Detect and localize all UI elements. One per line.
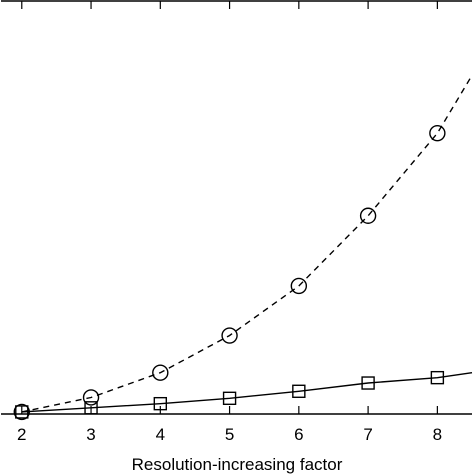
x-axis-label: Resolution-increasing factor <box>132 455 343 474</box>
x-axis-ticks <box>21 1 438 414</box>
series-1-point <box>152 364 169 381</box>
series-1-point <box>82 389 100 406</box>
series-2-point <box>430 370 445 385</box>
series-1-point <box>359 207 377 224</box>
series-2-point <box>361 376 375 390</box>
x-tick-label: 7 <box>363 425 372 444</box>
series-1-line <box>21 74 473 413</box>
x-tick-label: 3 <box>86 425 95 444</box>
x-tick-label: 8 <box>433 425 442 444</box>
series-2-point <box>292 384 306 398</box>
series-group <box>13 74 473 421</box>
x-tick-label: 4 <box>156 425 165 444</box>
plot-frame <box>1 0 472 415</box>
series-2-point <box>15 405 29 419</box>
series-2-point <box>222 391 237 406</box>
series-2-line <box>21 372 473 413</box>
series-2-point <box>153 396 168 411</box>
series-1-point <box>221 327 238 344</box>
x-tick-label: 2 <box>17 425 26 444</box>
series-1-point <box>429 124 446 142</box>
series-2-point <box>84 401 98 415</box>
x-tick-label: 5 <box>225 425 234 444</box>
series-1-point <box>290 277 308 295</box>
x-tick-label: 6 <box>294 425 303 444</box>
x-axis-tick-labels: 2 3 4 5 6 7 8 <box>17 425 442 444</box>
